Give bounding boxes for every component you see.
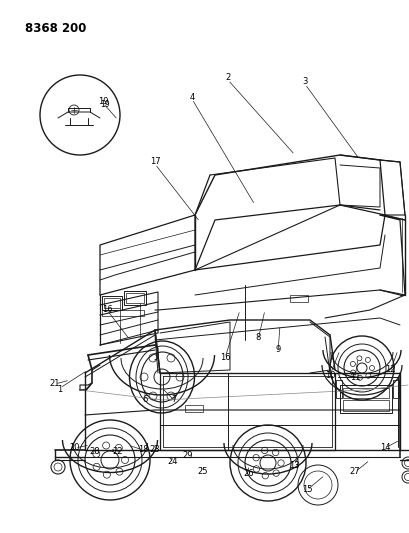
Bar	[124, 291, 146, 305]
Bar	[342, 400, 388, 411]
Text: 8: 8	[255, 334, 260, 343]
Bar	[102, 296, 122, 310]
Text: 10: 10	[324, 370, 335, 379]
Text: 19: 19	[100, 100, 109, 109]
Text: 3: 3	[301, 77, 307, 86]
Bar	[102, 310, 144, 316]
Bar	[289, 295, 307, 302]
Text: 16: 16	[101, 305, 112, 314]
Bar	[126, 293, 144, 303]
Text: 26: 26	[243, 469, 254, 478]
Text: 23: 23	[149, 446, 160, 455]
Text: 14: 14	[379, 443, 389, 453]
Bar	[339, 385, 391, 413]
Text: 17: 17	[149, 157, 160, 166]
Text: 1: 1	[57, 385, 63, 394]
Text: 21: 21	[49, 379, 60, 389]
Text: 13: 13	[288, 461, 299, 470]
Text: 11: 11	[349, 374, 360, 383]
Text: 24: 24	[167, 457, 178, 466]
Text: 16: 16	[219, 353, 230, 362]
Text: 25: 25	[197, 467, 208, 477]
Bar	[335, 380, 341, 398]
Text: 8368 200: 8368 200	[25, 22, 86, 35]
Text: 28: 28	[90, 448, 100, 456]
Bar	[184, 405, 202, 412]
Text: 22: 22	[112, 448, 123, 456]
Text: 6: 6	[142, 395, 147, 405]
Text: 12: 12	[384, 366, 394, 375]
Bar	[392, 380, 398, 398]
Text: 27: 27	[349, 467, 360, 477]
Text: 15: 15	[301, 486, 312, 495]
Text: 29: 29	[182, 450, 193, 459]
Text: 18: 18	[137, 446, 148, 455]
Bar	[342, 388, 388, 398]
Text: 2: 2	[225, 74, 230, 83]
Text: 9: 9	[275, 345, 280, 354]
Text: 20: 20	[70, 443, 80, 453]
Text: 4: 4	[189, 93, 194, 101]
Text: 19: 19	[97, 98, 108, 107]
Bar	[104, 298, 120, 308]
Text: 7: 7	[171, 395, 176, 405]
